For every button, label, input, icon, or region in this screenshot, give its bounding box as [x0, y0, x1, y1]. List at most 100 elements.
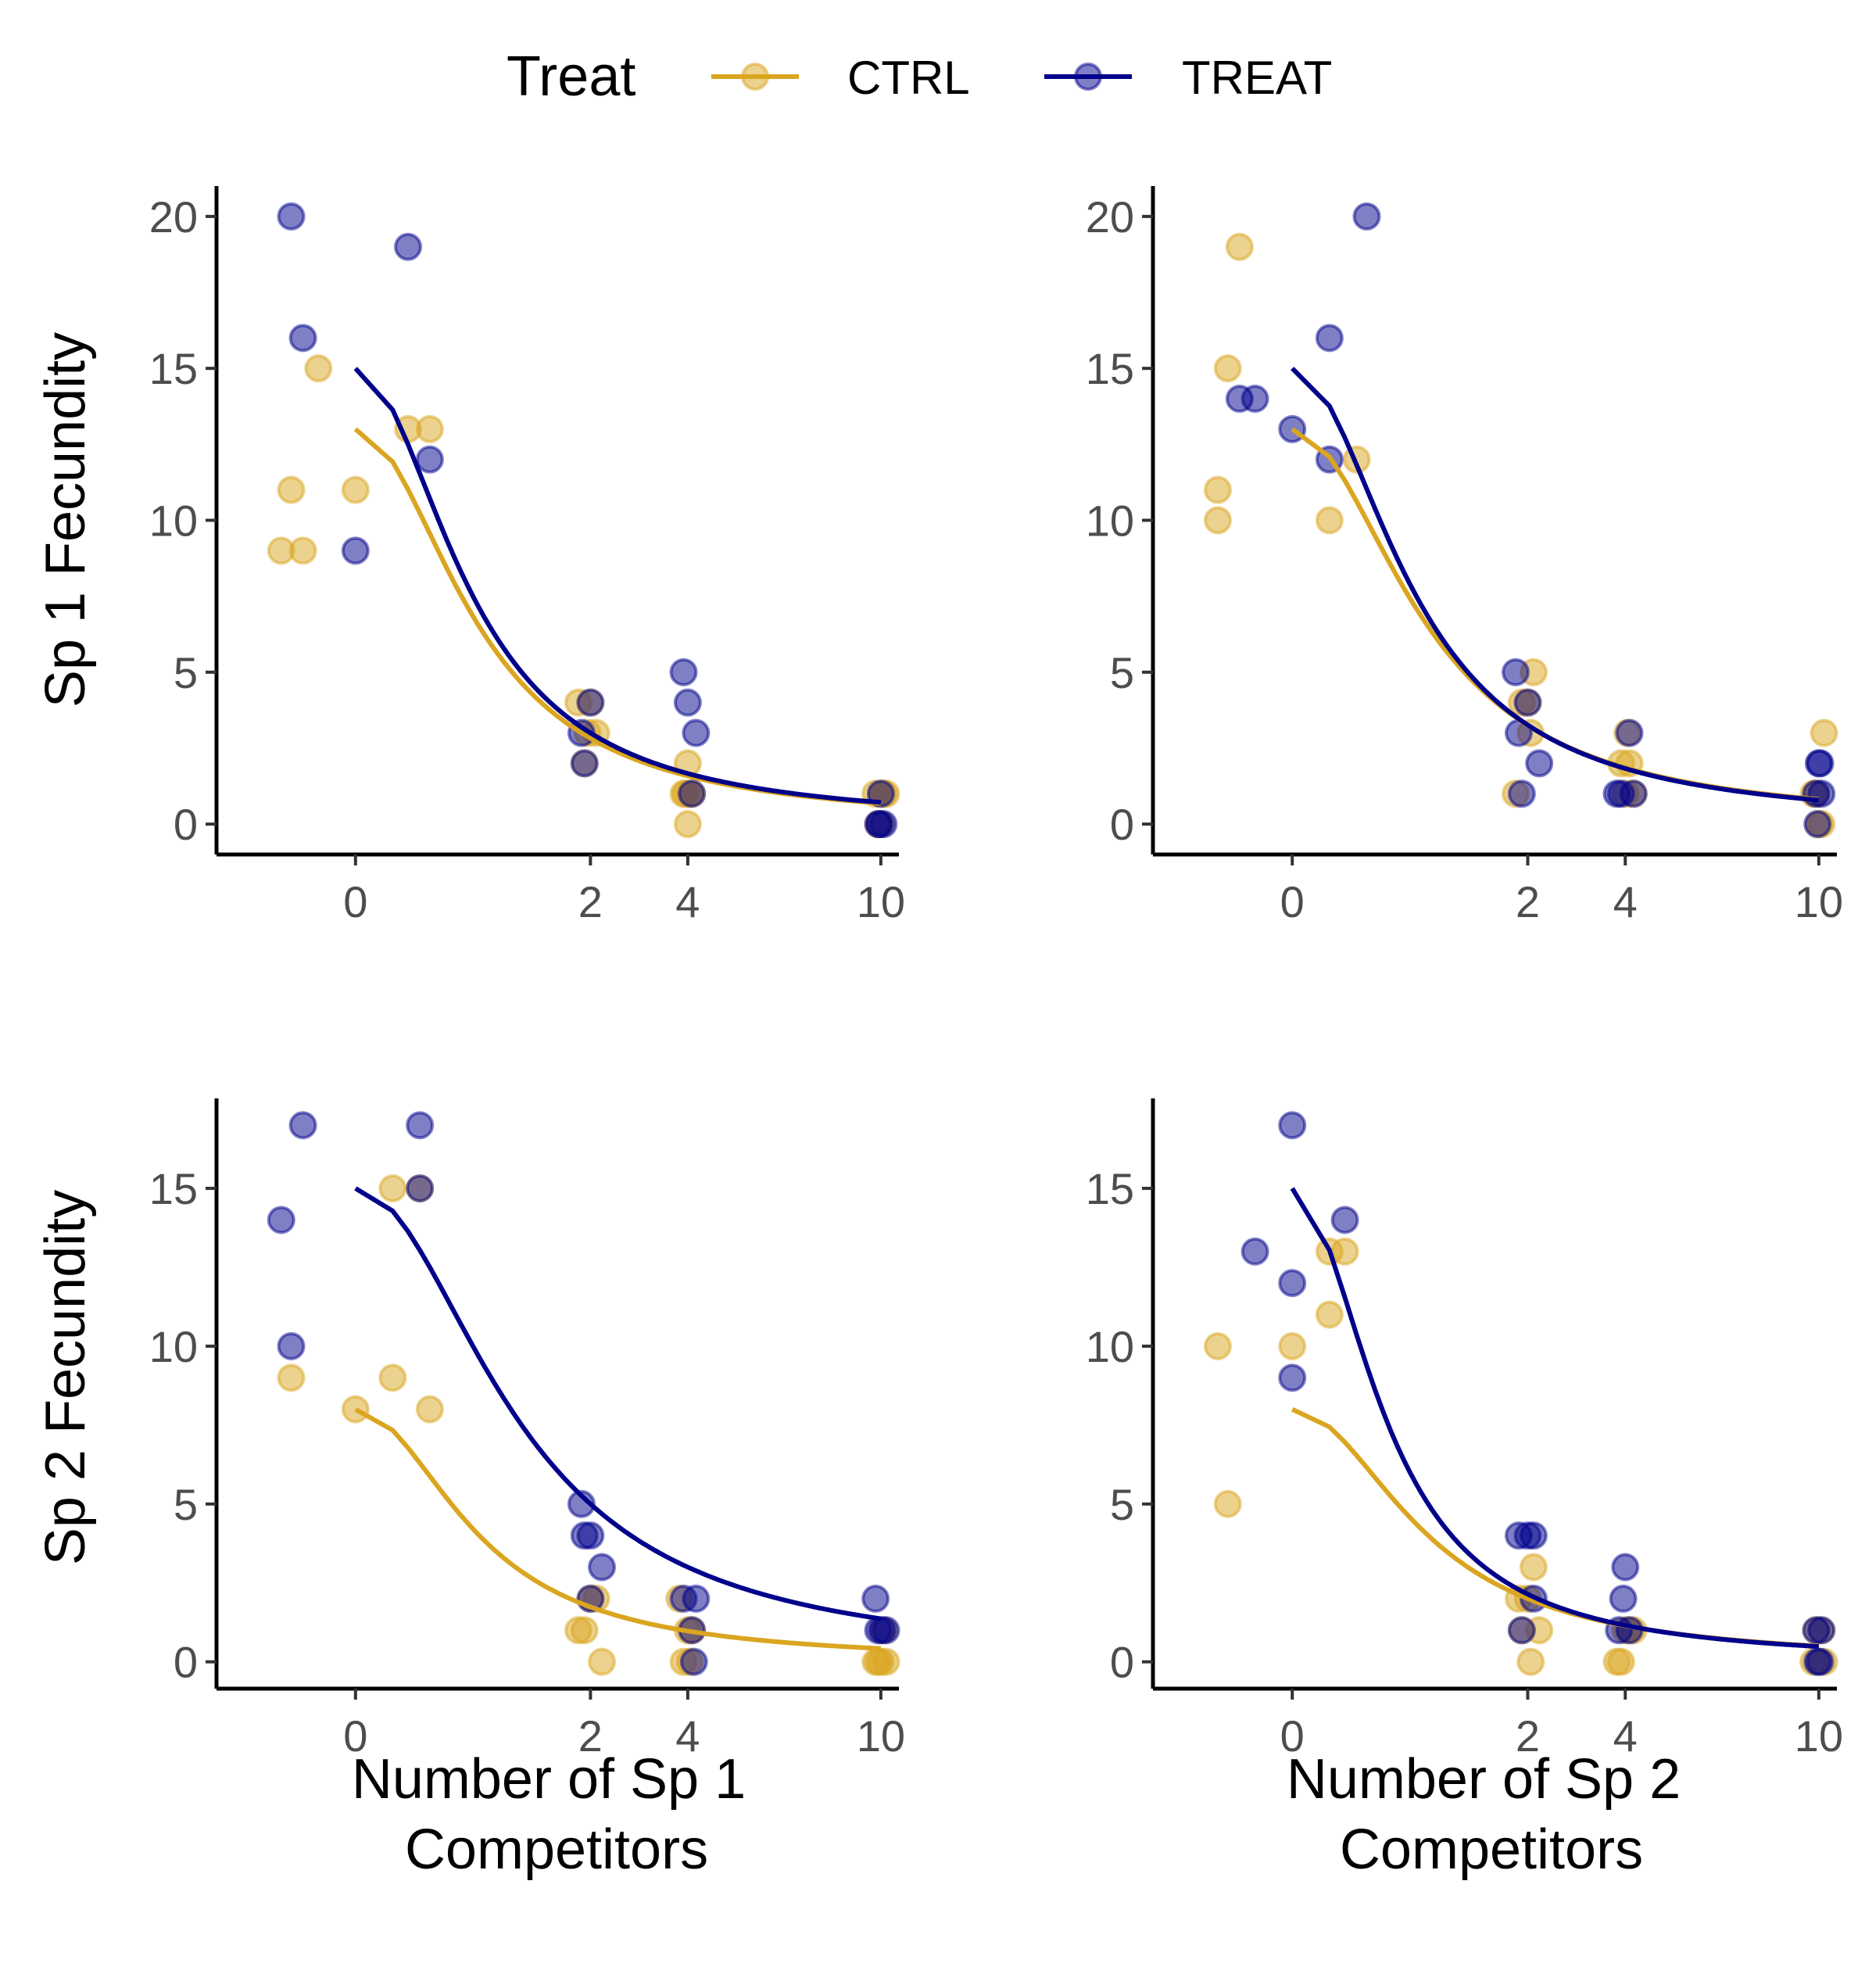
data-point [288, 536, 317, 565]
panel-sp2-vs-sp1: 0 5 10 15 0 2 4 10 [149, 1098, 905, 1761]
x-tick-label: 4 [675, 1711, 700, 1761]
x-tick-label: 2 [578, 877, 603, 926]
legend-title: Treat [507, 45, 635, 108]
data-point [394, 232, 423, 261]
y-tick-label: 10 [1086, 1322, 1134, 1371]
data-point [669, 657, 698, 686]
y-tick-label: 0 [1110, 1638, 1134, 1687]
y-tick-label: 10 [149, 496, 198, 546]
data-point [1519, 1553, 1548, 1582]
data-point [378, 1174, 407, 1203]
data-point [1810, 718, 1838, 747]
data-point [277, 1363, 306, 1392]
fit-line-treat [1290, 1187, 1819, 1650]
x-tick-label: 4 [1613, 877, 1638, 926]
data-point [378, 1363, 407, 1392]
panel-sp2-vs-sp2: 0 5 10 15 0 2 4 10 [1086, 1098, 1843, 1761]
series-points-treat [267, 1111, 900, 1676]
x-tick-label: 2 [1516, 877, 1540, 926]
data-point [1225, 232, 1254, 261]
data-point [1315, 1300, 1344, 1329]
data-point [1513, 688, 1542, 717]
x-tick-label: 10 [1795, 877, 1843, 926]
fit-line-ctrl [354, 1407, 882, 1651]
series-points-treat [277, 202, 898, 839]
data-point [1278, 1363, 1307, 1392]
data-point [1278, 1269, 1307, 1298]
data-point [588, 1553, 617, 1582]
data-point [1330, 1206, 1359, 1234]
x-tick-label: 0 [343, 1711, 367, 1761]
col-label-sp1-competitors: Number of Sp 1 Competitors [352, 1748, 761, 1881]
col-label-sp1-line1: Number of Sp 1 [352, 1748, 746, 1811]
col-label-sp2-line2: Competitors [1340, 1818, 1643, 1881]
y-tick-label: 15 [1086, 1164, 1134, 1213]
x-tick-label: 0 [1280, 1711, 1305, 1761]
x-tick-label: 10 [857, 877, 905, 926]
data-point [864, 1647, 893, 1676]
data-point [861, 1584, 890, 1613]
data-point [682, 718, 711, 747]
data-point [570, 1616, 599, 1645]
data-point [415, 1395, 444, 1424]
col-label-sp2-competitors: Number of Sp 2 Competitors [1287, 1748, 1696, 1881]
data-point [288, 324, 317, 353]
data-point [304, 354, 333, 383]
data-point [1525, 749, 1554, 778]
data-point [1507, 1616, 1536, 1645]
data-point [1278, 1331, 1307, 1360]
legend-key-treat [1044, 63, 1132, 91]
data-point [1241, 1237, 1269, 1266]
data-point [868, 1616, 897, 1645]
legend-label-treat: TREAT [1182, 52, 1332, 104]
data-point [1516, 1647, 1545, 1676]
data-point [1507, 779, 1536, 808]
data-point [267, 1206, 295, 1234]
data-point [1513, 1521, 1542, 1550]
y-tick-label: 20 [1086, 192, 1134, 242]
y-tick-label: 5 [1110, 648, 1134, 697]
data-point [1203, 475, 1232, 504]
x-tick-label: 4 [675, 877, 700, 926]
data-point [406, 1111, 435, 1140]
row-label-sp1-fecundity: Sp 1 Fecundity [34, 332, 97, 708]
data-point [1315, 506, 1344, 535]
data-point [288, 1111, 317, 1140]
y-tick-label: 0 [174, 800, 198, 849]
data-point [1213, 1489, 1242, 1518]
y-tick-label: 5 [1110, 1480, 1134, 1529]
data-point [277, 475, 306, 504]
y-tick-label: 20 [149, 192, 198, 242]
data-point [673, 688, 702, 717]
data-point [1611, 1553, 1640, 1582]
data-point [588, 1647, 617, 1676]
x-tick-label: 0 [343, 877, 367, 926]
y-tick-label: 5 [174, 648, 198, 697]
y-tick-label: 0 [1110, 800, 1134, 849]
y-tick-label: 0 [174, 1638, 198, 1687]
y-tick-label: 5 [174, 1480, 198, 1529]
panel-sp1-vs-sp1: 0 5 10 15 20 0 2 4 10 [149, 186, 905, 926]
col-label-sp1-line2: Competitors [405, 1818, 708, 1881]
data-point [1203, 1331, 1232, 1360]
x-tick-label: 4 [1613, 1711, 1638, 1761]
x-tick-label: 10 [857, 1711, 905, 1761]
x-tick-label: 0 [1280, 877, 1305, 926]
y-tick-label: 15 [149, 1164, 198, 1213]
legend-dot-ctrl [741, 63, 769, 91]
data-point [576, 688, 605, 717]
fit-line-treat [353, 367, 882, 805]
series-points-treat [1225, 202, 1836, 839]
x-tick-label: 2 [1516, 1711, 1540, 1761]
data-point [1806, 749, 1835, 778]
data-point [865, 810, 894, 839]
data-point [1807, 779, 1836, 808]
data-point [682, 1584, 711, 1613]
data-point [341, 536, 370, 565]
data-point [678, 779, 707, 808]
data-point [277, 202, 306, 231]
data-point [1606, 1647, 1635, 1676]
data-point [1619, 779, 1648, 808]
data-point [1352, 202, 1381, 231]
